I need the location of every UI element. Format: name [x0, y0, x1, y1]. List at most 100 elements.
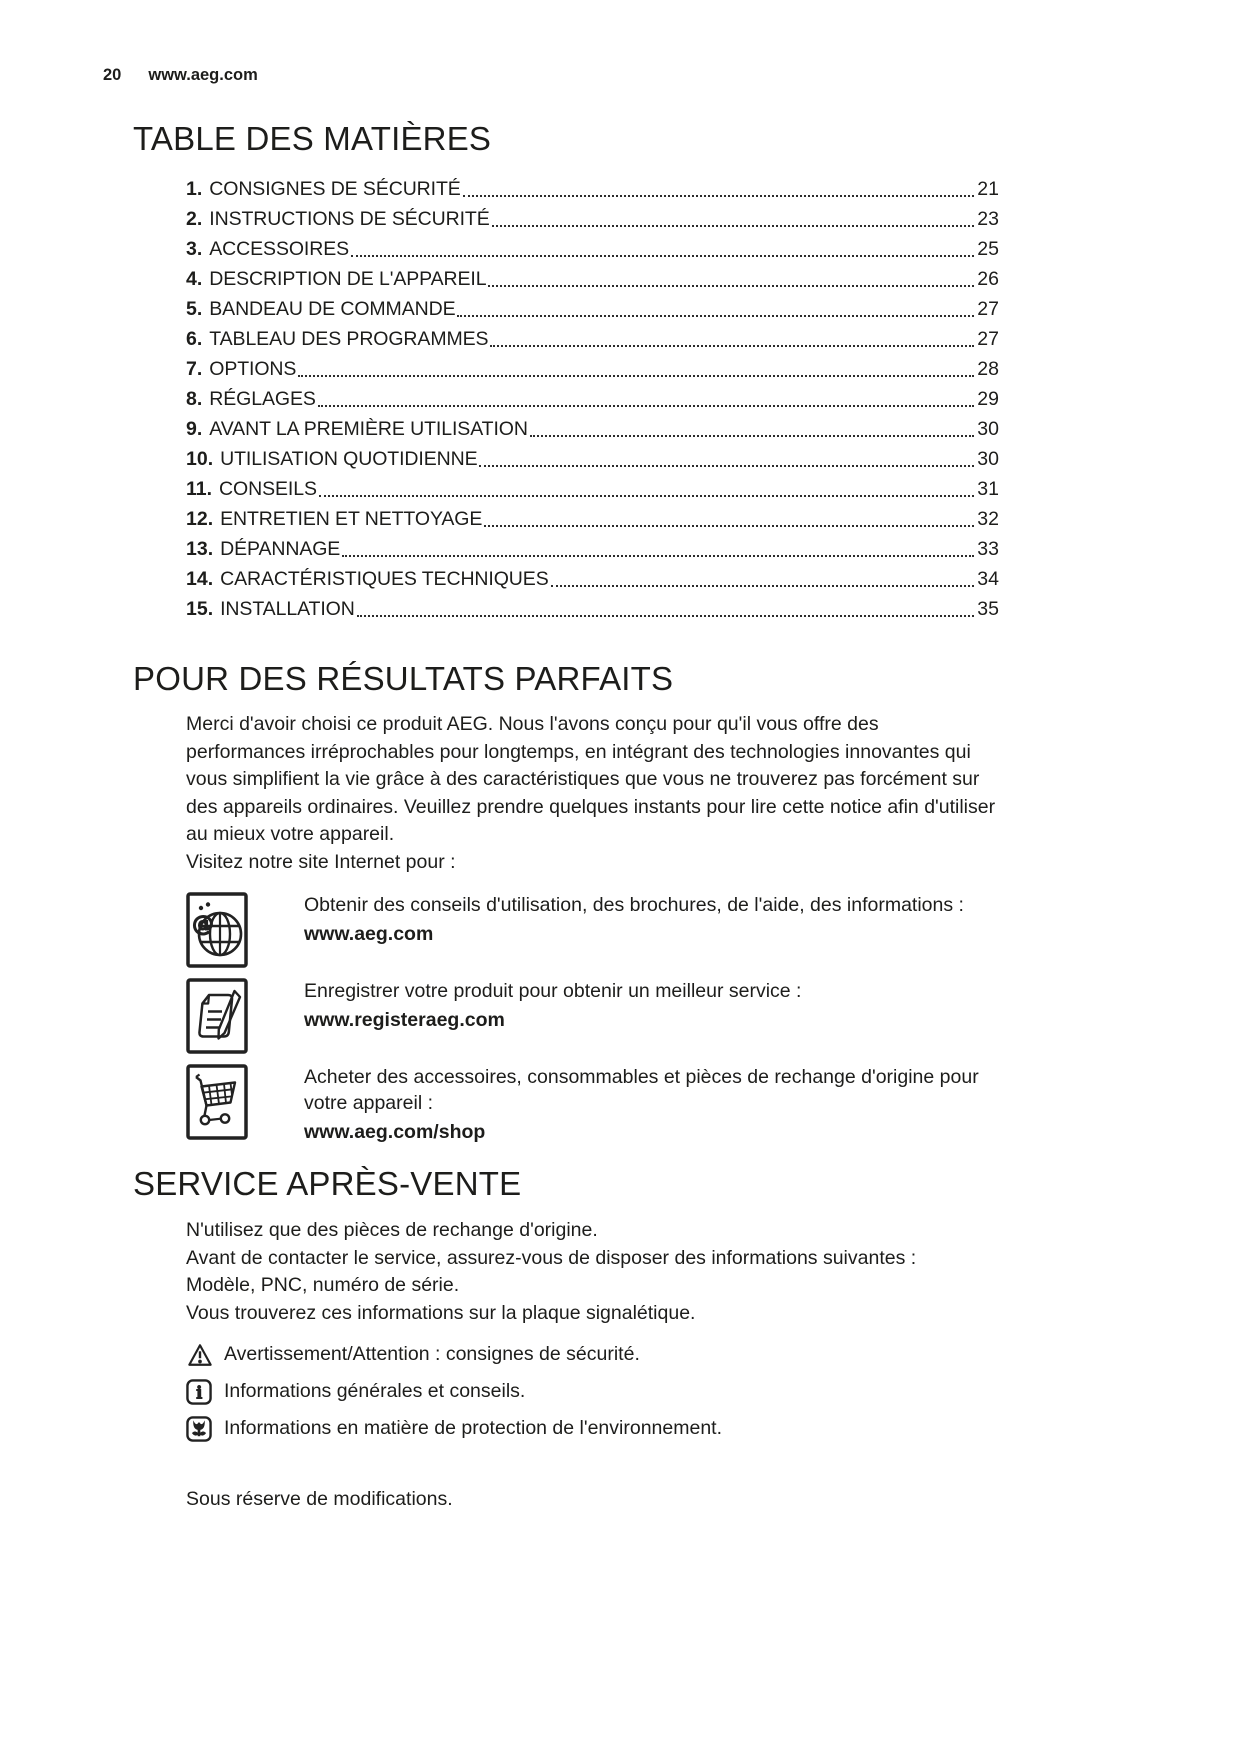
- register-document-icon: [186, 978, 248, 1054]
- toc-item-page: 27: [977, 328, 999, 350]
- toc-row: 4. DESCRIPTION DE L'APPAREIL 26: [186, 264, 999, 294]
- toc-item-page: 34: [977, 568, 999, 590]
- toc-item-page: 33: [977, 538, 999, 560]
- toc-leader-dots: [342, 555, 975, 557]
- toc-title: TABLE DES MATIÈRES: [133, 120, 492, 157]
- toc-leader-dots: [529, 435, 975, 437]
- toc-item-number: 12.: [186, 508, 214, 530]
- toc-item-number: 7.: [186, 358, 203, 380]
- toc-item-label: ACCESSOIRES: [209, 238, 350, 260]
- svg-text:@: @: [192, 912, 214, 937]
- toc-row: 1. CONSIGNES DE SÉCURITÉ 21: [186, 174, 999, 204]
- toc-item-label: DESCRIPTION DE L'APPAREIL: [209, 268, 487, 290]
- toc-leader-dots: [351, 255, 975, 257]
- toc-item-number: 11.: [186, 478, 213, 500]
- warning-triangle-icon: [186, 1342, 216, 1368]
- toc-item-page: 29: [977, 388, 999, 410]
- toc-item-label: BANDEAU DE COMMANDE: [209, 298, 456, 320]
- perfect-results-title: POUR DES RÉSULTATS PARFAITS: [133, 660, 674, 697]
- website-row-text: Obtenir des conseils d'utilisation, des …: [304, 894, 964, 916]
- note-text: Informations en matière de protection de…: [224, 1417, 723, 1439]
- toc-item-page: 35: [977, 598, 999, 620]
- website-row-text: Enregistrer votre produit pour obtenir u…: [304, 980, 802, 1002]
- toc-item-label: DÉPANNAGE: [220, 538, 341, 560]
- toc-leader-dots: [298, 375, 975, 377]
- globe-at-icon: @: [186, 892, 248, 968]
- toc-item-page: 28: [977, 358, 999, 380]
- toc-leader-dots: [479, 465, 975, 467]
- service-text-line: N'utilisez que des pièces de rechange d'…: [186, 1219, 598, 1241]
- website-row-shop: Acheter des accessoires, consommables et…: [186, 1064, 999, 1145]
- toc-leader-dots: [484, 525, 975, 527]
- shopping-cart-icon: [186, 1064, 248, 1140]
- toc-item-label: RÉGLAGES: [209, 388, 316, 410]
- legend-notes: Avertissement/Attention : consignes de s…: [186, 1341, 999, 1442]
- toc-leader-dots: [317, 405, 975, 407]
- website-row-advice: @ Obtenir des conseils d'utilisation, de…: [186, 892, 999, 968]
- toc-item-label: CONSEILS: [219, 478, 317, 500]
- toc-leader-dots: [490, 345, 975, 347]
- svg-text:i: i: [196, 1383, 202, 1402]
- toc-item-number: 1.: [186, 178, 203, 200]
- site-url-header: www.aeg.com: [148, 66, 258, 84]
- toc-item-page: 21: [977, 178, 999, 200]
- toc-row: 2. INSTRUCTIONS DE SÉCURITÉ 23: [186, 204, 999, 234]
- toc-item-number: 6.: [186, 328, 203, 350]
- note-row-warning: Avertissement/Attention : consignes de s…: [186, 1341, 999, 1368]
- toc-item-number: 10.: [186, 448, 214, 470]
- modifications-note: Sous réserve de modifications.: [186, 1488, 453, 1510]
- toc-row: 13. DÉPANNAGE 33: [186, 534, 999, 564]
- toc-item-label: AVANT LA PREMIÈRE UTILISATION: [209, 418, 528, 440]
- page-header: 20 www.aeg.com: [0, 0, 1241, 88]
- toc-item-number: 4.: [186, 268, 203, 290]
- website-row-text: Acheter des accessoires, consommables et…: [304, 1066, 979, 1114]
- toc-item-page: 25: [977, 238, 999, 260]
- website-row-register: Enregistrer votre produit pour obtenir u…: [186, 978, 999, 1054]
- toc-leader-dots: [550, 585, 975, 587]
- toc-item-page: 30: [977, 418, 999, 440]
- toc-row: 10. UTILISATION QUOTIDIENNE 30: [186, 444, 999, 474]
- service-text-line: Avant de contacter le service, assurez-v…: [186, 1246, 917, 1297]
- toc-item-label: OPTIONS: [209, 358, 297, 380]
- toc-item-number: 9.: [186, 418, 203, 440]
- toc-leader-dots: [356, 615, 975, 617]
- toc-row: 8. RÉGLAGES 29: [186, 384, 999, 414]
- website-url: www.aeg.com: [304, 923, 434, 945]
- page-number: 20: [103, 66, 122, 84]
- toc-item-page: 30: [977, 448, 999, 470]
- after-sales-section: N'utilisez que des pièces de rechange d'…: [133, 1217, 999, 1511]
- toc-leader-dots: [491, 225, 975, 227]
- toc-item-number: 13.: [186, 538, 214, 560]
- note-row-environment: Informations en matière de protection de…: [186, 1415, 999, 1442]
- toc-item-number: 8.: [186, 388, 203, 410]
- toc-row: 15. INSTALLATION 35: [186, 594, 999, 624]
- info-icon: i: [186, 1378, 216, 1405]
- toc-item-label: ENTRETIEN ET NETTOYAGE: [220, 508, 483, 530]
- toc-item-number: 3.: [186, 238, 203, 260]
- note-row-info: i Informations générales et conseils.: [186, 1378, 999, 1405]
- toc-item-number: 5.: [186, 298, 203, 320]
- toc-leader-dots: [462, 195, 975, 197]
- toc-row: 6. TABLEAU DES PROGRAMMES 27: [186, 324, 999, 354]
- toc-leader-dots: [318, 495, 975, 497]
- note-text: Avertissement/Attention : consignes de s…: [224, 1343, 640, 1365]
- toc-item-number: 14.: [186, 568, 214, 590]
- toc-item-number: 2.: [186, 208, 203, 230]
- toc-item-page: 31: [977, 478, 999, 500]
- toc-item-page: 32: [977, 508, 999, 530]
- toc-item-label: UTILISATION QUOTIDIENNE: [220, 448, 478, 470]
- toc-row: 14. CARACTÉRISTIQUES TECHNIQUES 34: [186, 564, 999, 594]
- toc-row: 11. CONSEILS 31: [186, 474, 999, 504]
- toc-leader-dots: [457, 315, 975, 317]
- after-sales-title: SERVICE APRÈS-VENTE: [133, 1165, 522, 1202]
- table-of-contents: 1. CONSIGNES DE SÉCURITÉ 21 2. INSTRUCTIONS…: [186, 174, 999, 624]
- toc-item-label: TABLEAU DES PROGRAMMES: [209, 328, 489, 350]
- visit-website-line: Visitez notre site Internet pour :: [186, 850, 456, 873]
- website-url: www.registeraeg.com: [304, 1009, 505, 1031]
- toc-item-number: 15.: [186, 598, 214, 620]
- toc-row: 3. ACCESSOIRES 25: [186, 234, 999, 264]
- toc-item-label: CARACTÉRISTIQUES TECHNIQUES: [220, 568, 549, 590]
- intro-paragraph: Merci d'avoir choisi ce produit AEG. Nou…: [186, 713, 996, 845]
- toc-item-label: INSTRUCTIONS DE SÉCURITÉ: [209, 208, 490, 230]
